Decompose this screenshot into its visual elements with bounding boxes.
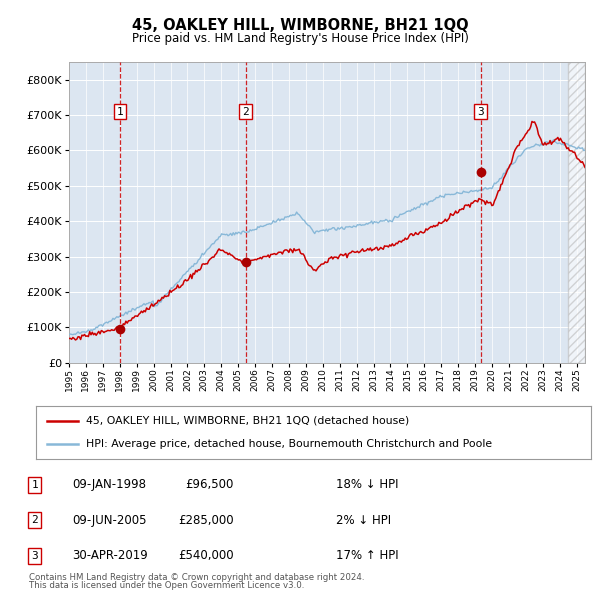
- Text: £285,000: £285,000: [178, 514, 234, 527]
- Text: 2: 2: [31, 516, 38, 525]
- Text: 2: 2: [242, 107, 249, 117]
- Text: Price paid vs. HM Land Registry's House Price Index (HPI): Price paid vs. HM Land Registry's House …: [131, 32, 469, 45]
- Text: £540,000: £540,000: [178, 549, 234, 562]
- Text: 30-APR-2019: 30-APR-2019: [72, 549, 148, 562]
- Polygon shape: [568, 62, 585, 363]
- Text: 1: 1: [117, 107, 124, 117]
- Text: 1: 1: [31, 480, 38, 490]
- Text: 3: 3: [477, 107, 484, 117]
- Text: 09-JUN-2005: 09-JUN-2005: [72, 514, 146, 527]
- Text: Contains HM Land Registry data © Crown copyright and database right 2024.: Contains HM Land Registry data © Crown c…: [29, 572, 364, 582]
- Text: 09-JAN-1998: 09-JAN-1998: [72, 478, 146, 491]
- Text: 17% ↑ HPI: 17% ↑ HPI: [336, 549, 398, 562]
- Text: £96,500: £96,500: [185, 478, 234, 491]
- Text: 45, OAKLEY HILL, WIMBORNE, BH21 1QQ (detached house): 45, OAKLEY HILL, WIMBORNE, BH21 1QQ (det…: [86, 416, 409, 426]
- Text: 18% ↓ HPI: 18% ↓ HPI: [336, 478, 398, 491]
- Text: 2% ↓ HPI: 2% ↓ HPI: [336, 514, 391, 527]
- Text: 45, OAKLEY HILL, WIMBORNE, BH21 1QQ: 45, OAKLEY HILL, WIMBORNE, BH21 1QQ: [131, 18, 469, 32]
- Text: This data is licensed under the Open Government Licence v3.0.: This data is licensed under the Open Gov…: [29, 581, 304, 590]
- Text: HPI: Average price, detached house, Bournemouth Christchurch and Poole: HPI: Average price, detached house, Bour…: [86, 439, 492, 449]
- Text: 3: 3: [31, 551, 38, 560]
